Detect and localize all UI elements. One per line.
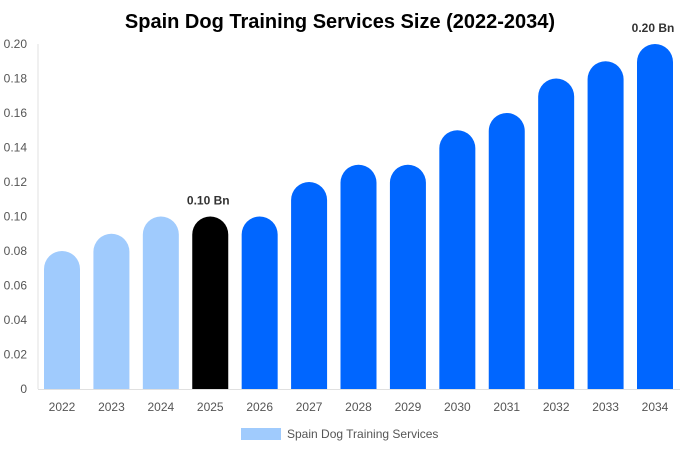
bar-2024: [142, 216, 179, 389]
bar-2034: [637, 44, 673, 389]
y-tick-label: 0.20: [4, 37, 28, 51]
y-tick-label: 0.12: [4, 175, 28, 189]
x-tick-label: 2034: [642, 400, 669, 414]
y-tick-label: 0.08: [4, 244, 28, 258]
y-tick-label: 0: [20, 382, 27, 396]
x-tick-label: 2026: [246, 400, 273, 414]
x-tick-label: 2025: [197, 400, 224, 414]
y-tick-label: 0.02: [4, 348, 28, 362]
y-tick-label: 0.16: [4, 106, 28, 120]
bar-2028: [340, 164, 377, 389]
x-tick-label: 2033: [592, 400, 619, 414]
bar-2029: [389, 164, 426, 389]
y-tick-label: 0.06: [4, 279, 28, 293]
x-tick-label: 2024: [147, 400, 174, 414]
bar-2022: [44, 251, 80, 389]
x-tick-label: 2030: [444, 400, 471, 414]
bar-2026: [241, 216, 278, 389]
data-label-2025: 0.10 Bn: [187, 194, 230, 208]
x-tick-label: 2022: [49, 400, 76, 414]
bar-2030: [439, 130, 476, 390]
chart-title: Spain Dog Training Services Size (2022-2…: [125, 11, 555, 33]
bar-2023: [93, 233, 130, 389]
x-tick-label: 2032: [543, 400, 570, 414]
x-tick-label: 2023: [98, 400, 125, 414]
data-label-2034: 0.20 Bn: [632, 21, 675, 35]
bar-2031: [488, 113, 525, 389]
y-tick-label: 0.14: [4, 141, 28, 155]
y-tick-label: 0.18: [4, 72, 28, 86]
bar-2032: [538, 78, 575, 389]
legend-swatch: [241, 428, 281, 440]
x-tick-label: 2029: [395, 400, 422, 414]
x-tick-label: 2027: [296, 400, 323, 414]
x-tick-label: 2028: [345, 400, 372, 414]
legend-label: Spain Dog Training Services: [287, 427, 438, 441]
bar-2027: [291, 182, 328, 389]
y-tick-label: 0.04: [4, 313, 28, 327]
y-tick-label: 0.10: [4, 210, 28, 224]
bar-2025: [192, 216, 229, 389]
x-tick-label: 2031: [493, 400, 520, 414]
bar-2033: [587, 61, 624, 389]
